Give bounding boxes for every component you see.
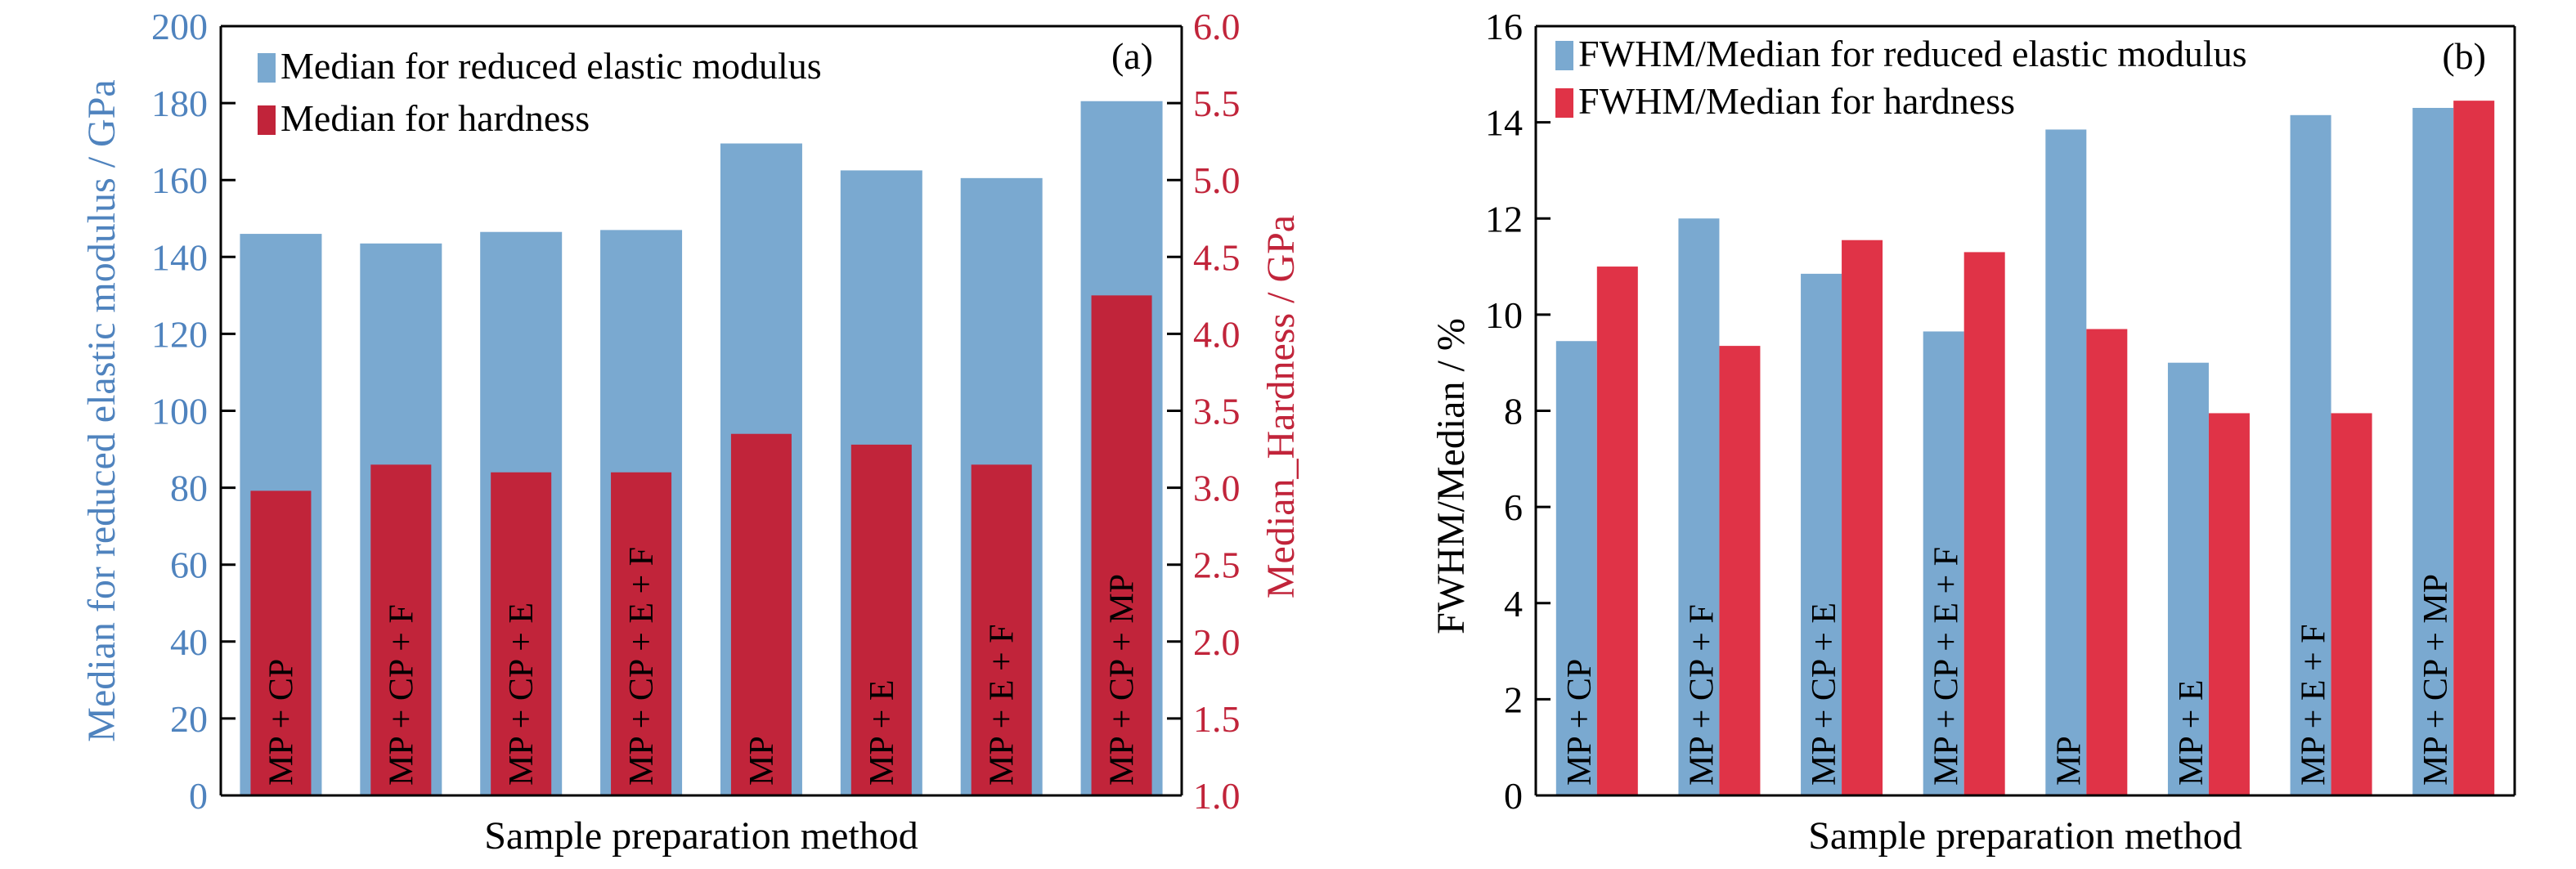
left-y-tick-label: 60 (170, 544, 208, 586)
right-y-tick-label: 1.5 (1193, 698, 1241, 740)
fwhm-modulus-bar (1678, 218, 1720, 795)
x-axis-title: Sample preparation method (1808, 814, 2242, 858)
hardness-bar (491, 472, 552, 795)
legend-swatch-fwhm-hardness (1555, 88, 1573, 118)
fwhm-modulus-bar (1923, 331, 1964, 796)
panel-label-a: (a) (1111, 35, 1153, 77)
category-label: MP + E + F (2296, 624, 2333, 786)
legend-swatch-hardness (258, 105, 276, 135)
category-label: MP + CP + E (1806, 602, 1843, 786)
left-y-tick-label: 140 (151, 236, 208, 278)
fwhm-hardness-bar (1963, 252, 2005, 795)
left-y-tick-label: 40 (170, 621, 208, 663)
y-tick-label: 16 (1485, 6, 1523, 47)
fwhm-modulus-bar (1801, 273, 1842, 795)
fwhm-hardness-bar (2453, 101, 2495, 796)
category-label: MP + E + F (984, 624, 1021, 786)
left-y-tick-label: 20 (170, 698, 208, 740)
legend-swatch-modulus (258, 53, 276, 83)
y-axis-title: FWHM/Median / % (1429, 318, 1473, 634)
panel-a-chart: MP + CP MP + CP + F MP + CP + E MP + CP + E… (80, 6, 1303, 858)
right-y-tick-label: 3.0 (1193, 468, 1241, 509)
right-y-tick-label: 4.5 (1193, 236, 1241, 278)
category-label: MP + CP + MP (1104, 574, 1142, 786)
panel-b-chart: MP + CP MP + CP + F MP + CP + E MP + CP + E… (1429, 6, 2516, 858)
legend-label-fwhm-hardness: FWHM/Median for hardness (1578, 80, 2015, 122)
x-axis-title: Sample preparation method (484, 814, 918, 858)
category-label: MP + CP (263, 659, 300, 786)
hardness-bar (611, 472, 672, 795)
right-y-tick-label: 2.5 (1193, 544, 1241, 586)
left-y-tick-label: 160 (151, 159, 208, 201)
category-label: MP (2050, 736, 2088, 786)
legend-label-fwhm-modulus: FWHM/Median for reduced elastic modulus (1578, 33, 2247, 74)
fwhm-hardness-bar (2331, 413, 2372, 795)
category-label: MP + CP + F (1683, 604, 1721, 786)
y-tick-label: 12 (1485, 198, 1523, 240)
category-label: MP + E (864, 680, 901, 786)
fwhm-hardness-bar (1596, 267, 1638, 795)
legend-label-hardness: Median for hardness (280, 97, 590, 139)
right-y-axis-title: Median_Hardness / GPa (1259, 215, 1303, 598)
left-y-tick-label: 100 (151, 391, 208, 432)
panel-label-b: (b) (2442, 35, 2486, 77)
fwhm-hardness-bar (1719, 346, 1761, 795)
right-y-tick-label: 3.5 (1193, 391, 1241, 432)
category-label: MP + CP + F (383, 604, 420, 786)
left-y-axis-title: Median for reduced elastic modulus / GPa (80, 79, 123, 741)
left-y-tick-label: 180 (151, 83, 208, 124)
left-y-tick-label: 120 (151, 313, 208, 355)
category-label: MP + CP + MP (2417, 574, 2455, 786)
y-tick-label: 4 (1504, 583, 1523, 625)
category-label: MP + CP + E (503, 602, 541, 786)
category-label: MP + CP + E + F (1928, 547, 1966, 786)
left-y-tick-label: 0 (189, 775, 208, 817)
left-y-tick-label: 80 (170, 468, 208, 509)
fwhm-modulus-bar (2045, 129, 2087, 795)
right-y-tick-label: 2.0 (1193, 621, 1241, 663)
hardness-bar (730, 433, 792, 795)
fwhm-hardness-bar (2086, 329, 2128, 795)
legend-label-modulus: Median for reduced elastic modulus (280, 45, 822, 87)
fwhm-modulus-bar (2290, 114, 2331, 796)
y-tick-label: 2 (1504, 679, 1523, 720)
fwhm-hardness-bar (1842, 240, 1883, 795)
right-y-tick-label: 5.0 (1193, 159, 1241, 201)
y-tick-label: 8 (1504, 391, 1523, 432)
category-label: MP + CP (1561, 659, 1599, 786)
left-y-tick-label: 200 (151, 6, 208, 47)
fwhm-hardness-bar (2208, 413, 2250, 795)
hardness-bar (971, 464, 1032, 795)
category-label: MP + E (2173, 680, 2210, 786)
fwhm-modulus-bar (1555, 341, 1597, 795)
category-label: MP + CP + E + F (623, 547, 661, 786)
y-tick-label: 14 (1485, 102, 1523, 144)
hardness-bar (250, 490, 312, 795)
right-y-tick-label: 1.0 (1193, 775, 1241, 817)
hardness-bar (850, 444, 912, 795)
fwhm-modulus-bar (2167, 362, 2209, 795)
right-y-tick-label: 4.0 (1193, 313, 1241, 355)
legend-swatch-fwhm-modulus (1555, 41, 1573, 70)
hardness-bar (1091, 295, 1152, 796)
y-tick-label: 0 (1504, 775, 1523, 817)
fwhm-modulus-bar (2412, 107, 2454, 795)
right-y-tick-label: 6.0 (1193, 6, 1241, 47)
hardness-bar (370, 464, 432, 795)
right-y-tick-label: 5.5 (1193, 83, 1241, 124)
y-tick-label: 6 (1504, 486, 1523, 528)
category-label: MP (743, 736, 781, 786)
y-tick-label: 10 (1485, 294, 1523, 336)
